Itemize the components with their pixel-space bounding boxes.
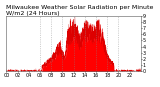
Text: Milwaukee Weather Solar Radiation per Minute W/m2 (24 Hours): Milwaukee Weather Solar Radiation per Mi… <box>6 5 154 16</box>
